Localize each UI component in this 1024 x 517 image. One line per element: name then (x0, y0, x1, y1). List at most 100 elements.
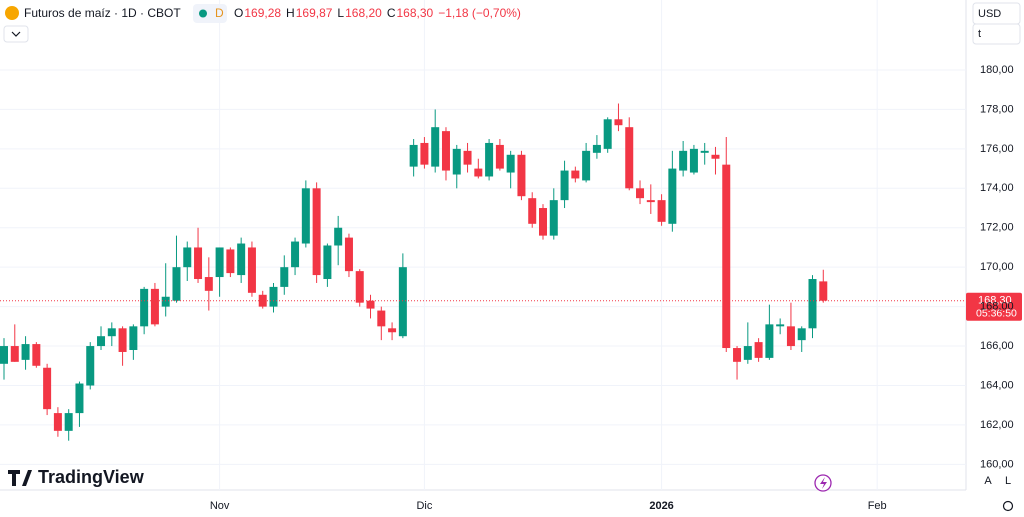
candle-body (657, 200, 666, 222)
countdown: 05:36:50 (976, 307, 1017, 319)
y-tick-label: 180,00 (980, 64, 1014, 76)
lightning (820, 477, 827, 489)
candle-body (258, 294, 267, 307)
candle-body (237, 243, 246, 276)
change: −1,18 (−0,70%) (438, 6, 521, 20)
candle-body (355, 271, 364, 303)
ohlc-key: H (286, 6, 295, 20)
last-price-box (966, 292, 1022, 321)
candle-body (786, 326, 795, 347)
ohlc-key: L (337, 6, 344, 20)
unit-box[interactable] (972, 23, 1021, 45)
y-tick-label: 164,00 (980, 379, 1014, 391)
ohlc-value: 168,30 (396, 6, 433, 20)
ohlc-value: 169,28 (244, 6, 281, 20)
candle-body (539, 208, 547, 236)
candle-body (0, 346, 8, 364)
candle-body (10, 346, 19, 362)
candle-body (183, 247, 192, 268)
candle-body (398, 267, 407, 337)
ohlc-key: O (234, 6, 243, 20)
candle-body (64, 413, 73, 431)
settings-icon[interactable] (1002, 500, 1014, 512)
candle-body (97, 336, 106, 347)
candle-body (441, 131, 450, 171)
candle-body (323, 245, 332, 280)
candle-body (582, 150, 591, 181)
x-tick-label: 2026 (649, 500, 673, 512)
currency: USD (978, 8, 1001, 20)
candle-body (754, 342, 763, 358)
y-tick-label: 172,00 (980, 222, 1014, 234)
candle-body (549, 200, 558, 236)
logo-mark (8, 470, 32, 486)
candle-body (668, 168, 677, 224)
ohlc-value: 169,87 (296, 6, 333, 20)
candle-body (334, 227, 343, 246)
last-price-label: 168,30 (978, 295, 1012, 307)
candle-body (636, 188, 645, 199)
candle-body (129, 326, 138, 350)
y-tick-label: 168,00 (980, 301, 1014, 313)
candle-body (53, 413, 62, 431)
watermark: TradingView (38, 467, 145, 487)
candle-body (280, 267, 289, 287)
candle-body (474, 168, 483, 177)
unit: t (978, 28, 981, 40)
candle-body (819, 281, 828, 301)
candle-body (431, 127, 440, 167)
badge-box[interactable] (193, 4, 227, 23)
candle-body (409, 144, 418, 167)
x-tick-label: Nov (210, 500, 230, 512)
candle-body (247, 247, 256, 293)
candle-body (43, 367, 52, 410)
candle-body (215, 247, 224, 278)
scale-button[interactable]: L (1005, 475, 1011, 487)
candle-body (150, 288, 159, 325)
symbol-icon (5, 6, 19, 20)
ohlc-header: O 169,28 H 169,87 L 168,20 C 168,30 −1,18 (−0,70… (234, 6, 521, 20)
collapse-button[interactable] (3, 25, 29, 43)
candle-body (571, 170, 580, 179)
candle-body (776, 324, 785, 327)
y-tick-label: 174,00 (980, 182, 1014, 194)
candle-body (733, 348, 742, 362)
candle-body (495, 144, 504, 169)
candle-body (452, 148, 461, 175)
candle-body (463, 150, 472, 165)
candle-body (765, 324, 774, 358)
candle-body (560, 170, 569, 201)
status-dot (199, 9, 207, 18)
candle-body (711, 154, 720, 159)
candle-body (291, 241, 300, 268)
candle-body (646, 200, 655, 203)
ohlc-value: 168,20 (345, 6, 382, 20)
x-tick-label: Feb (868, 500, 887, 512)
candle-body (172, 267, 181, 301)
candle-body (517, 154, 526, 197)
candle-body (485, 142, 494, 177)
candle-body (226, 249, 235, 274)
y-tick-label: 162,00 (980, 419, 1014, 431)
candle-body (722, 164, 731, 349)
candle-body (32, 344, 41, 366)
candle-body (700, 150, 709, 153)
candle-body (204, 277, 213, 291)
candle-body (625, 127, 634, 189)
candle-body (592, 144, 601, 153)
candle-body (614, 119, 623, 126)
ohlc-key: C (387, 6, 396, 20)
candle-body (388, 328, 397, 333)
candle-body (194, 247, 203, 280)
candle-body (366, 300, 375, 309)
candle-body (679, 150, 688, 171)
grid (0, 0, 966, 490)
x-tick-label: Dic (416, 500, 432, 512)
candles (0, 103, 828, 441)
y-tick-label: 160,00 (980, 458, 1014, 470)
scale-button[interactable]: A (984, 475, 992, 487)
badge: D (215, 6, 224, 20)
y-tick-label: 178,00 (980, 103, 1014, 115)
